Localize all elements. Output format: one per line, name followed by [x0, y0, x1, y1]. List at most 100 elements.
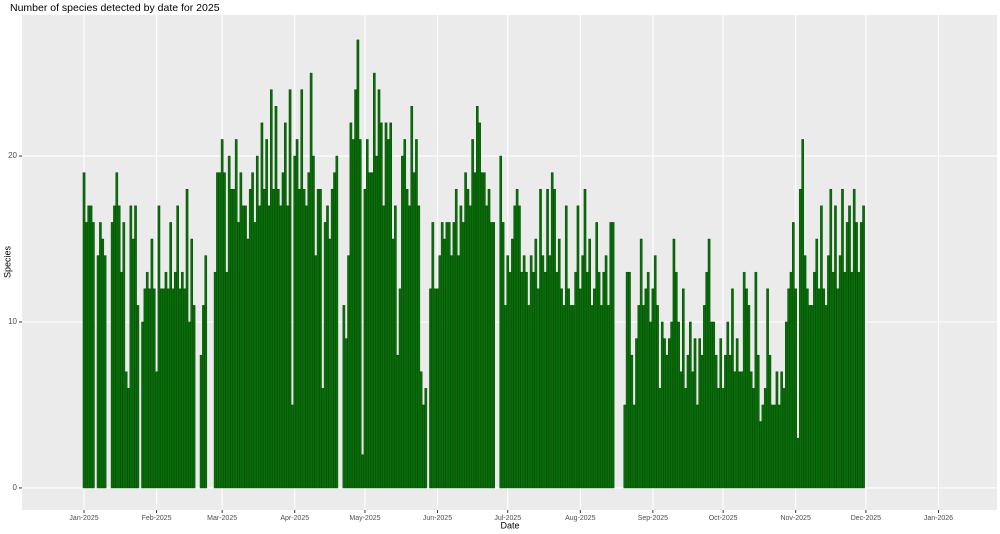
bar: [342, 305, 346, 489]
bar: [244, 205, 247, 489]
x-tick-label: May-2025: [349, 515, 380, 522]
bar: [82, 172, 86, 489]
bar: [391, 238, 395, 489]
bar: [710, 321, 713, 489]
bar: [567, 288, 570, 489]
bar: [571, 305, 575, 489]
bar: [454, 188, 458, 489]
bar: [476, 106, 479, 489]
x-tick-label: Aug-2025: [565, 515, 595, 522]
bar: [604, 255, 608, 489]
bar: [714, 354, 718, 489]
bar: [848, 205, 851, 489]
bar: [815, 238, 819, 489]
bar: [529, 255, 533, 489]
bar: [859, 222, 863, 489]
bar: [401, 155, 404, 489]
bar: [199, 354, 203, 489]
bar: [148, 288, 151, 489]
bar: [134, 205, 137, 489]
bar: [515, 188, 519, 489]
bar: [358, 139, 362, 489]
y-tick-label: 10: [8, 317, 17, 326]
y-tick-label: 20: [8, 151, 17, 160]
bar: [560, 288, 563, 489]
bar: [597, 271, 601, 489]
x-tick-label: Sep-2025: [638, 515, 668, 522]
bar: [167, 288, 170, 489]
bar: [279, 205, 282, 489]
bar: [424, 388, 428, 489]
bar: [742, 271, 746, 489]
bar: [733, 371, 737, 489]
x-tick-label: Oct-2025: [709, 515, 738, 522]
chart-title: Number of species detected by date for 2…: [10, 2, 220, 14]
bar: [113, 205, 116, 489]
bar: [546, 188, 549, 489]
bar: [255, 155, 259, 489]
bar: [777, 404, 781, 489]
bar: [632, 404, 636, 489]
bar: [667, 338, 671, 489]
bar: [600, 305, 603, 489]
bar: [581, 255, 584, 489]
bar: [724, 354, 727, 489]
bar: [260, 122, 264, 489]
bar: [251, 172, 254, 489]
bar: [347, 255, 350, 489]
bar: [314, 255, 318, 489]
bar: [141, 321, 144, 489]
bar: [555, 271, 559, 489]
bar: [129, 205, 133, 489]
bar: [527, 305, 531, 489]
bar: [775, 371, 779, 489]
bar: [270, 89, 273, 489]
bar: [384, 122, 388, 489]
bar: [548, 255, 552, 489]
bar: [660, 321, 664, 489]
bar: [487, 188, 491, 489]
bar: [841, 188, 844, 489]
bar: [607, 305, 610, 489]
bar: [796, 437, 800, 489]
bar: [356, 39, 360, 489]
bar: [284, 122, 287, 489]
bar: [644, 288, 648, 489]
bar: [267, 205, 271, 489]
bar: [579, 288, 582, 489]
bar: [288, 89, 292, 489]
bar: [712, 321, 716, 489]
bar: [394, 205, 397, 489]
bar: [375, 155, 378, 489]
bar: [192, 305, 196, 489]
x-tick-label: Apr-2025: [280, 515, 309, 522]
bar: [508, 271, 512, 489]
bar: [312, 155, 315, 489]
bar: [740, 371, 744, 489]
bar: [155, 371, 158, 489]
bar: [602, 271, 606, 489]
bar: [330, 188, 334, 489]
bar: [143, 288, 147, 489]
bar: [410, 106, 414, 489]
bar: [220, 139, 224, 489]
bar: [176, 205, 179, 489]
bar: [461, 222, 465, 489]
bar: [792, 222, 795, 489]
bar: [204, 255, 208, 489]
x-tick-label: Feb-2025: [142, 515, 172, 522]
bar: [674, 271, 678, 489]
bar: [157, 205, 161, 489]
bar: [766, 288, 769, 489]
bar: [553, 188, 556, 489]
bar: [557, 238, 561, 489]
bar: [335, 155, 339, 489]
bar: [562, 305, 566, 489]
bar: [696, 404, 699, 489]
bar: [354, 89, 357, 489]
bar: [277, 188, 280, 489]
bar: [651, 288, 655, 489]
bar: [611, 222, 615, 489]
bar: [117, 205, 121, 489]
